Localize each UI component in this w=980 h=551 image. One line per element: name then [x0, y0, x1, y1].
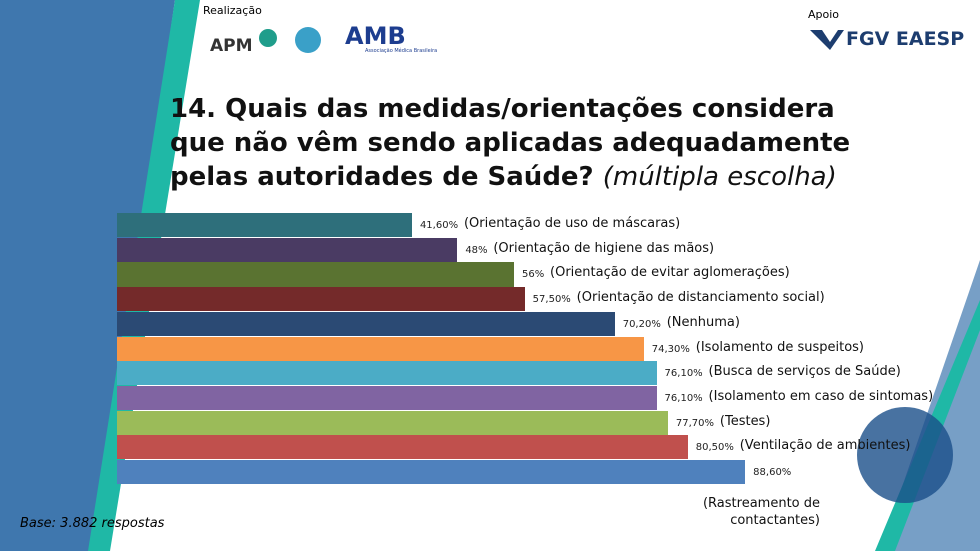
- value-label: 41,60%: [419, 220, 459, 231]
- value-label: 80,50%: [695, 442, 734, 454]
- logo-amb-text: Associação Médica Brasileira: [365, 48, 438, 54]
- bar: [117, 213, 412, 238]
- category-label: (Orientação de evitar aglomerações): [550, 265, 790, 281]
- logo-amb: AMB: [345, 22, 406, 50]
- value-label: 48%: [465, 244, 488, 256]
- sponsor-label: Realização: [203, 4, 262, 17]
- category-label: (Orientação de distanciamento social): [576, 290, 825, 306]
- category-label: (Isolamento em caso de sintomas): [708, 388, 934, 404]
- chart-title: 14. Quais das medidas/orientações consid…: [170, 94, 851, 192]
- bar: [117, 336, 644, 361]
- logo-icons: [259, 27, 321, 53]
- bar: [117, 237, 458, 262]
- value-label: 57,50%: [532, 294, 571, 306]
- bar: [117, 385, 657, 411]
- bar: [117, 435, 688, 460]
- footnote: Base: 3.882 respostas: [20, 516, 165, 531]
- title-block: 14. Quais das medidas/orientações consid…: [170, 92, 890, 194]
- bar: [117, 460, 746, 485]
- category-label: (Isolamento de suspeitos): [695, 339, 865, 355]
- bar: [117, 262, 515, 287]
- category-label: (Busca de serviços de Saúde): [708, 364, 901, 380]
- logo-apm: APM: [210, 36, 253, 56]
- value-label: 76,10%: [664, 392, 703, 404]
- bar: [117, 311, 615, 336]
- value-label: 56%: [522, 269, 545, 281]
- value-label: 88,60%: [753, 467, 792, 478]
- category-label: (Orientação de higiene das mãos): [493, 240, 715, 256]
- logo-fgv-mark: [810, 30, 844, 50]
- value-label: 74,30%: [651, 343, 690, 355]
- logo-fgv: FGV EAESP: [846, 28, 965, 50]
- value-label: 76,10%: [664, 368, 703, 380]
- bar: [117, 361, 657, 386]
- bar: [117, 410, 668, 435]
- chart-subtitle: (múltipla escolha): [602, 162, 837, 192]
- category-label: (Nenhuma): [666, 314, 740, 330]
- value-label: 70,20%: [622, 318, 661, 330]
- value-label: 77,70%: [675, 417, 715, 429]
- category-label: (Ventilação de ambientes): [739, 438, 911, 454]
- bar: [117, 287, 525, 312]
- category-label: (Orientação de uso de máscaras): [463, 216, 681, 231]
- category-label: (Rastreamento de contactantes): [702, 496, 820, 528]
- category-label: (Testes): [719, 413, 771, 429]
- support-label: Apoio: [808, 8, 840, 21]
